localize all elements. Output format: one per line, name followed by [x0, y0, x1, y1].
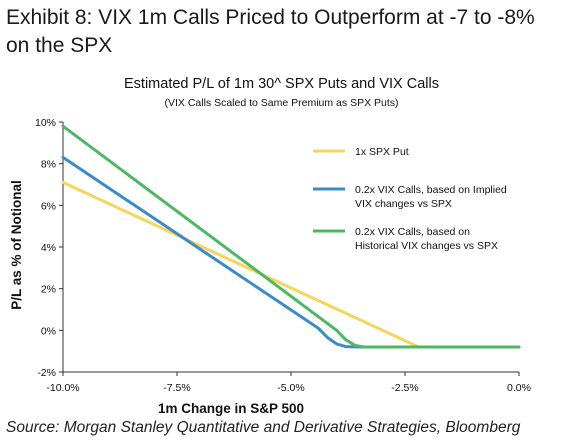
y-tick-label: 8% [41, 159, 56, 171]
legend-item-1: 1x SPX Put [313, 146, 409, 158]
series-line-3 [61, 124, 521, 349]
y-tick-label: 10% [35, 117, 56, 129]
legend-label: 0.2x VIX Calls, based on [355, 226, 470, 238]
x-tick-label: -2.5% [391, 382, 418, 394]
chart-title: Estimated P/L of 1m 30^ SPX Puts and VIX… [124, 76, 439, 92]
x-tick-label: -10.0% [46, 382, 79, 394]
y-tick-label: 4% [41, 242, 56, 254]
legend-label: Historical VIX changes vs SPX [355, 240, 498, 252]
legend-item-3: 0.2x VIX Calls, based on Historical VIX c… [313, 226, 498, 252]
legend-label: VIX changes vs SPX [355, 198, 452, 210]
chart-series-lines [61, 124, 521, 349]
chart-subtitle: (VIX Calls Scaled to Same Premium as SPX… [164, 97, 399, 109]
x-tick-label: 0.0% [507, 382, 531, 394]
y-tick-label: -2% [37, 367, 56, 379]
y-axis-label: P/L as % of Notional [9, 180, 24, 310]
y-tick-label: 6% [41, 200, 56, 212]
x-axis-label: 1m Change in S&P 500 [158, 401, 304, 416]
x-tick-label: -5.0% [277, 382, 304, 394]
x-tick-label: -7.5% [163, 382, 190, 394]
y-tick-label: 0% [41, 325, 56, 337]
legend-item-2: 0.2x VIX Calls, based on Implied VIX chan… [313, 184, 507, 210]
legend-label: 0.2x VIX Calls, based on Implied [355, 184, 507, 196]
y-tick-label: 2% [41, 284, 56, 296]
exhibit-title: Exhibit 8: VIX 1m Calls Priced to Outper… [6, 6, 535, 57]
legend-label: 1x SPX Put [355, 146, 409, 158]
source-note: Source: Morgan Stanley Quantitative and … [6, 419, 521, 436]
chart-axes: -2% 0% 2% 4% 6% 8% 10% -10.0% -7.5% -5.0% -2.5% 0.0… [35, 117, 531, 394]
chart-legend: 1x SPX Put 0.2x VIX Calls, based on Impli… [313, 146, 507, 252]
